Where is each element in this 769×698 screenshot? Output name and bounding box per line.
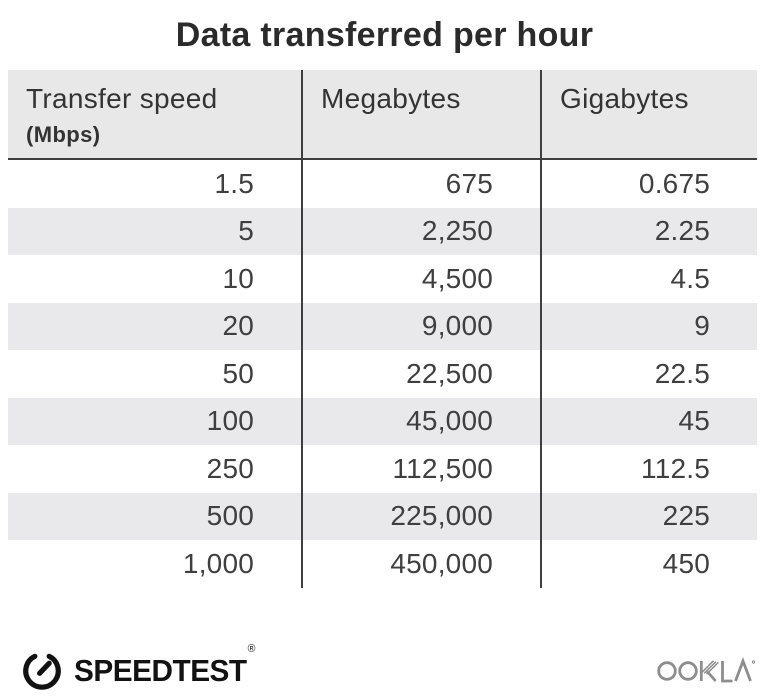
table-row: 100 45,000 45 bbox=[8, 397, 757, 445]
table-header-row: Transfer speed (Mbps) Megabytes Gigabyte… bbox=[8, 70, 757, 160]
table-cell: 22,500 bbox=[303, 350, 542, 398]
table-cell: 2.25 bbox=[654, 215, 710, 247]
table-cell: 10 bbox=[8, 255, 303, 303]
table-body: 1.5 675 0.675 5 2,250 2.25 10 4,500 4.5 20 9,000 9 5… bbox=[8, 160, 757, 588]
table-cell: 225 bbox=[662, 500, 710, 532]
table-cell: 22.5 bbox=[654, 357, 710, 389]
header-sublabel-units: (Mbps) bbox=[26, 122, 101, 147]
table-cell: 45,000 bbox=[303, 397, 542, 445]
table-row: 20 9,000 9 bbox=[8, 302, 757, 350]
table-cell: 2,250 bbox=[303, 207, 542, 255]
footer: SPEEDTEST® bbox=[20, 643, 757, 696]
table-cell: 500 bbox=[8, 492, 303, 540]
table-row: 5 2,250 2.25 bbox=[8, 207, 757, 255]
table-cell: 450,000 bbox=[303, 540, 542, 588]
table-cell: 20 bbox=[8, 302, 303, 350]
speedtest-logo: SPEEDTEST® bbox=[20, 643, 261, 696]
table-cell: 4,500 bbox=[303, 255, 542, 303]
table-row: 500 225,000 225 bbox=[8, 492, 757, 540]
registered-mark: ® bbox=[247, 643, 256, 655]
speedtest-wordmark: SPEEDTEST® bbox=[74, 643, 255, 688]
table-cell: 4.5 bbox=[670, 262, 710, 294]
table-row: 1,000 450,000 450 bbox=[8, 540, 757, 588]
table-cell: 675 bbox=[303, 160, 542, 208]
table-cell: 250 bbox=[8, 445, 303, 493]
table-cell: 9 bbox=[694, 310, 710, 342]
table-cell: 450 bbox=[662, 547, 710, 579]
table-row: 1.5 675 0.675 bbox=[8, 160, 757, 208]
table-cell: 45 bbox=[678, 405, 710, 437]
table-cell: 5 bbox=[8, 207, 303, 255]
table-cell: 0.675 bbox=[638, 167, 710, 199]
speedometer-gauge-icon bbox=[20, 647, 64, 696]
table-cell: 225,000 bbox=[303, 492, 542, 540]
header-cell-gigabytes: Gigabytes bbox=[560, 83, 689, 114]
page-title: Data transferred per hour bbox=[175, 16, 594, 54]
table-cell: 1.5 bbox=[8, 160, 303, 208]
header-label: Transfer speed bbox=[26, 83, 218, 114]
table-cell: 1,000 bbox=[8, 540, 303, 588]
table-cell: 112,500 bbox=[303, 445, 542, 493]
header-cell-megabytes: Megabytes bbox=[303, 70, 542, 158]
table-row: 10 4,500 4.5 bbox=[8, 255, 757, 303]
table-cell: 50 bbox=[8, 350, 303, 398]
table-cell: 112.5 bbox=[641, 452, 710, 484]
table-cell: 9,000 bbox=[303, 302, 542, 350]
table-cell: 100 bbox=[8, 397, 303, 445]
table-row: 250 112,500 112.5 bbox=[8, 445, 757, 493]
ookla-wordmark-icon bbox=[657, 653, 757, 690]
header-cell-transfer-speed: Transfer speed (Mbps) bbox=[8, 70, 303, 158]
data-table: Transfer speed (Mbps) Megabytes Gigabyte… bbox=[8, 70, 757, 588]
table-row: 50 22,500 22.5 bbox=[8, 350, 757, 398]
ookla-logo bbox=[657, 653, 757, 690]
